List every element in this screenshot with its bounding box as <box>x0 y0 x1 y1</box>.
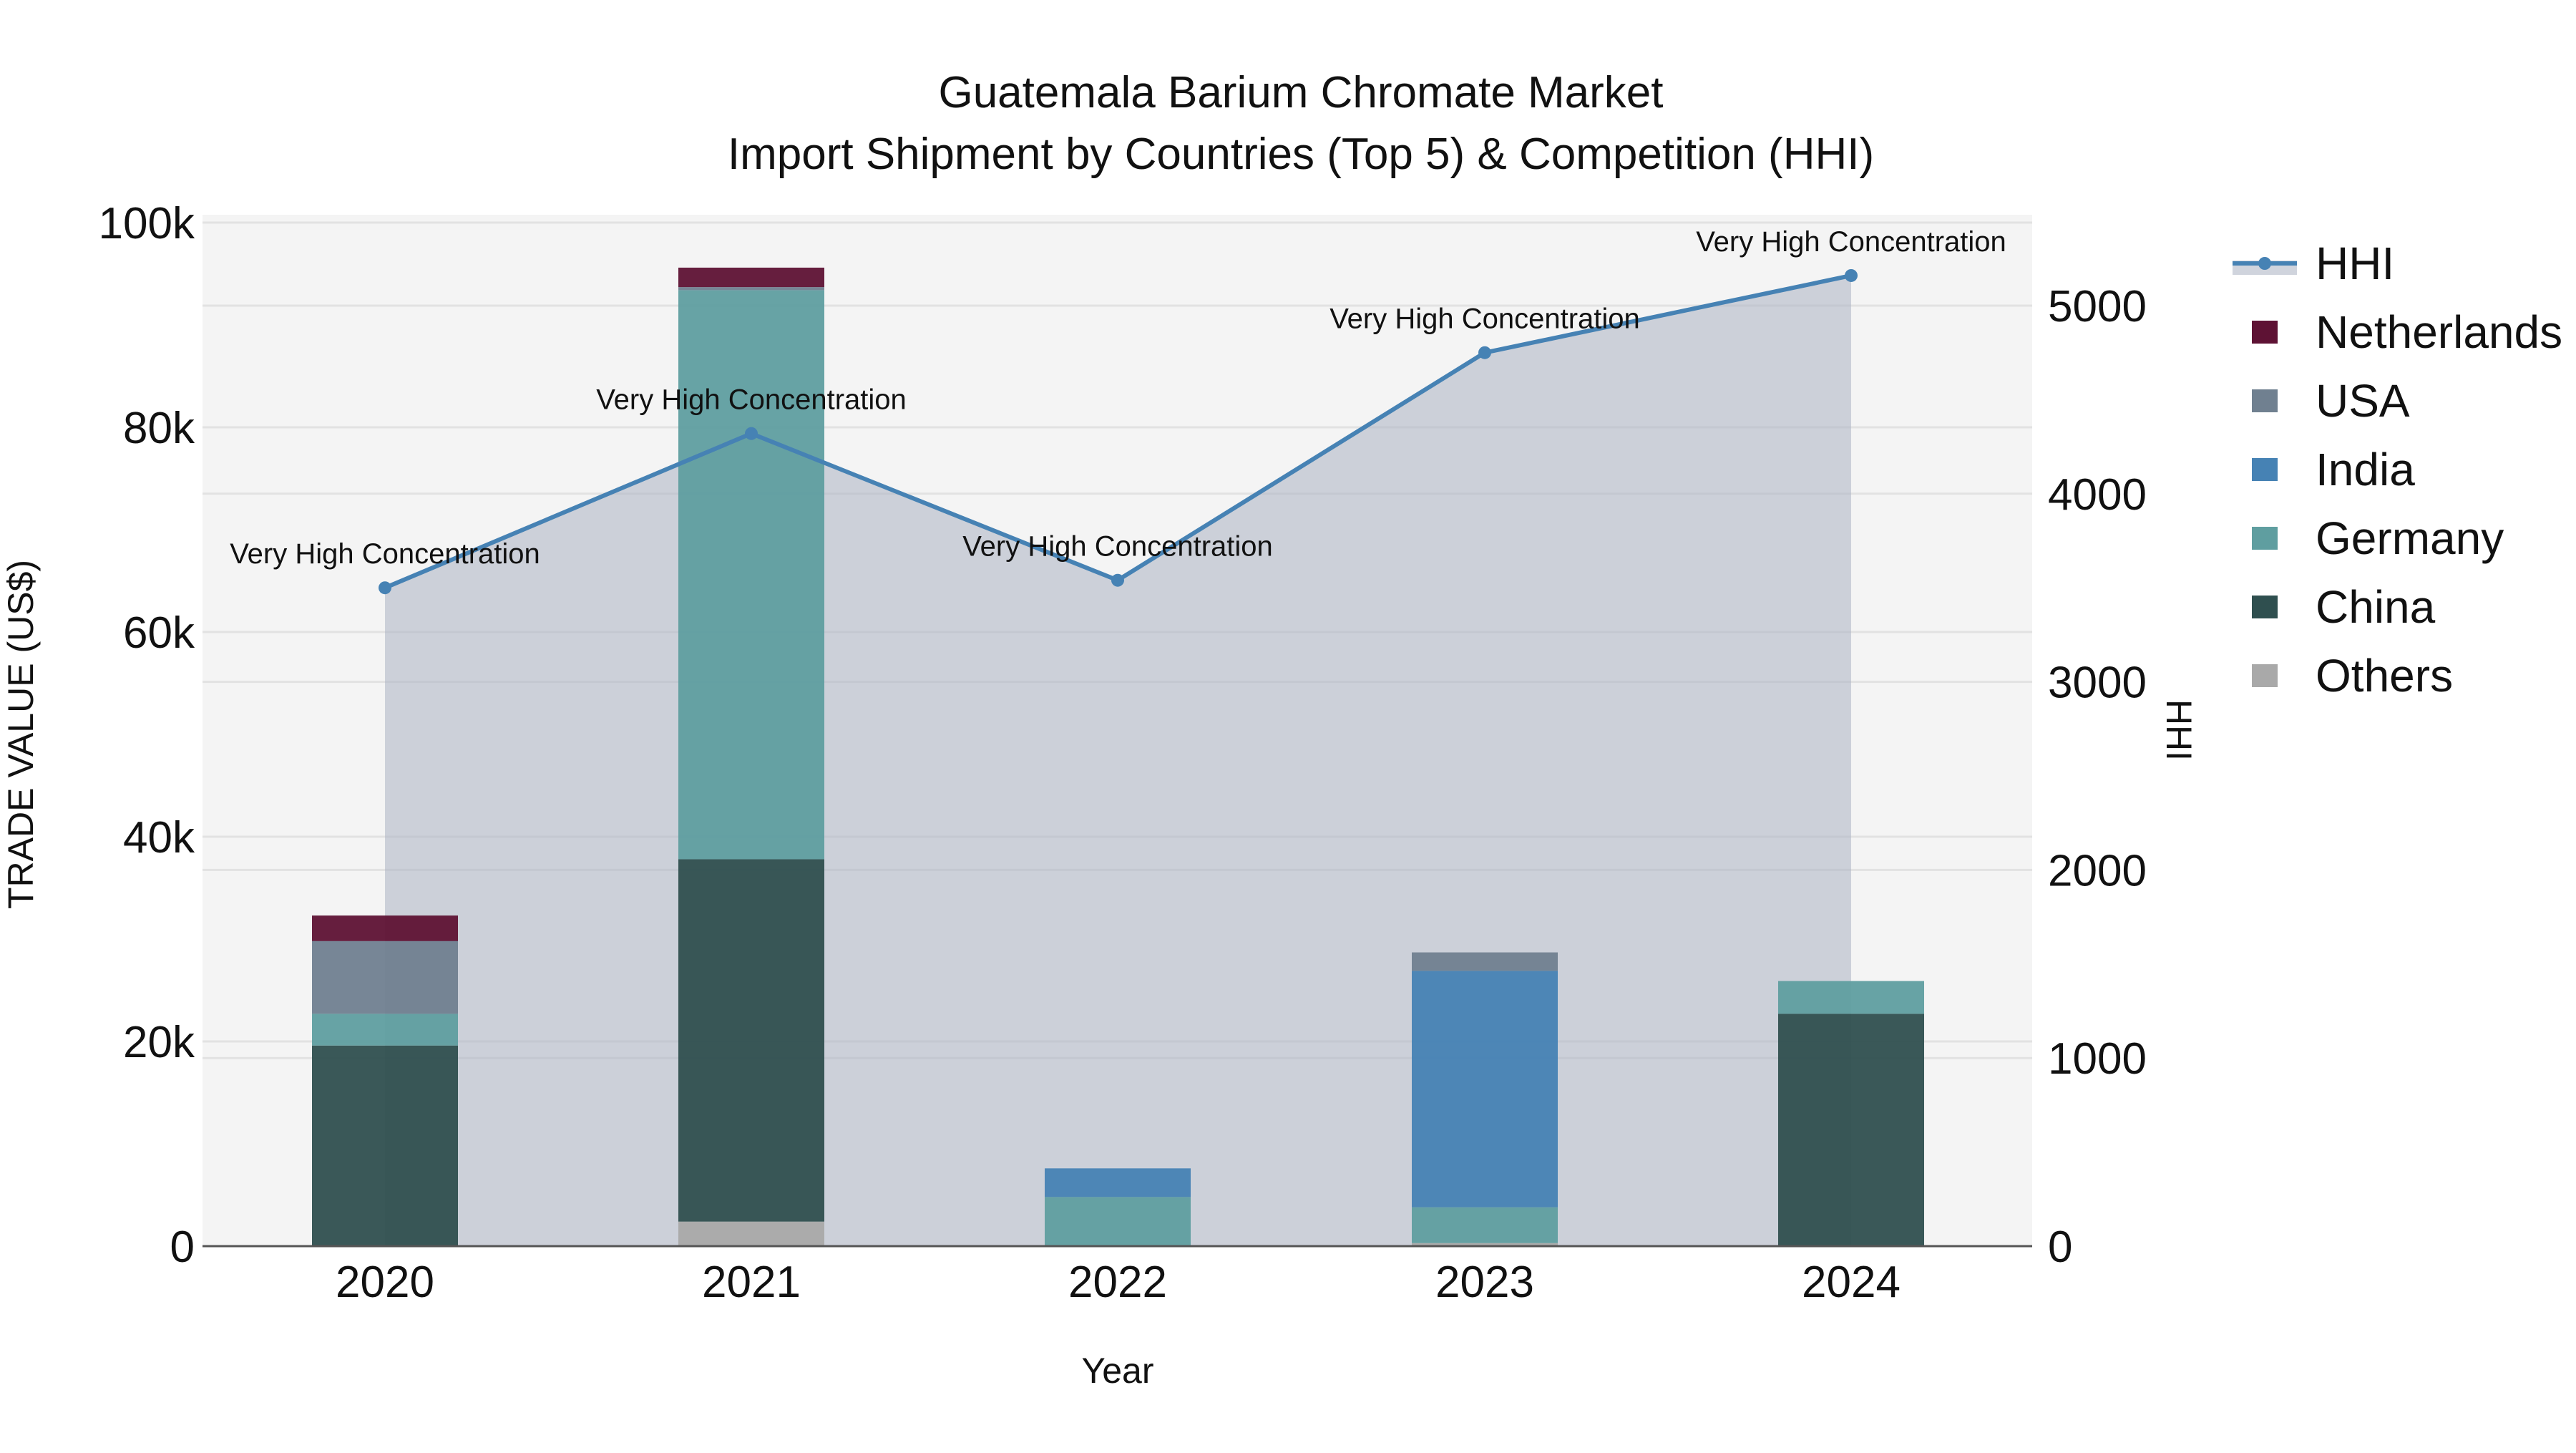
x-axis-title: Year <box>1081 1351 1153 1391</box>
hhi-annotation: Very High Concentration <box>962 531 1273 563</box>
hhi-line <box>379 268 1858 595</box>
bar-segment-germany[interactable] <box>312 1014 458 1046</box>
x-tick-label: 2024 <box>1802 1258 1901 1307</box>
hhi-marker[interactable] <box>379 581 391 595</box>
bar-group-2021 <box>678 267 824 1246</box>
hhi-marker[interactable] <box>1111 573 1124 587</box>
y-axis-title: TRADE VALUE (US$) <box>1 560 41 909</box>
bar-group-2023 <box>1412 952 1558 1246</box>
bar-segment-others[interactable] <box>1412 1243 1558 1246</box>
y2-tick-label: 4000 <box>2048 470 2147 520</box>
legend-label: Germany <box>2316 512 2504 564</box>
legend-item-netherlands[interactable]: Netherlands <box>2252 306 2562 358</box>
bar-group-2024 <box>1778 981 1924 1246</box>
y-tick-label: 40k <box>123 813 195 862</box>
legend-item-china[interactable]: China <box>2252 581 2436 633</box>
y-tick-label: 20k <box>123 1018 195 1067</box>
legend-label: Netherlands <box>2316 306 2562 358</box>
bar-segment-netherlands[interactable] <box>312 915 458 941</box>
x-tick-label: 2022 <box>1068 1258 1167 1307</box>
legend-item-germany[interactable]: Germany <box>2252 512 2504 564</box>
chart-title-line-2: Import Shipment by Countries (Top 5) & C… <box>728 130 1874 179</box>
hhi-annotation: Very High Concentration <box>230 538 540 570</box>
bar-segment-germany[interactable] <box>1778 981 1924 1014</box>
legend-item-usa[interactable]: USA <box>2252 375 2410 427</box>
y2-tick-label: 5000 <box>2048 282 2147 331</box>
y2-tick-label: 1000 <box>2048 1034 2147 1084</box>
legend-label: India <box>2316 444 2415 495</box>
legend-marker-icon <box>2258 257 2271 270</box>
legend-swatch-icon <box>2252 527 2278 550</box>
legend-swatch-icon <box>2252 664 2278 687</box>
y-tick-label: 100k <box>99 199 195 248</box>
y-axis-ticks: 0 20k 40k 60k 80k 100k <box>99 199 195 1272</box>
bar-group-2022 <box>1045 1168 1191 1246</box>
y2-tick-label: 0 <box>2048 1223 2072 1272</box>
legend-swatch-icon <box>2252 596 2278 618</box>
x-tick-label: 2023 <box>1435 1258 1534 1307</box>
legend-label: China <box>2316 581 2436 633</box>
legend-label: Others <box>2316 650 2453 701</box>
hhi-marker[interactable] <box>1845 268 1858 282</box>
y-tick-label: 0 <box>170 1223 195 1272</box>
hhi-annotations: Very High Concentration Very High Concent… <box>230 226 2006 570</box>
chart-title-line-1: Guatemala Barium Chromate Market <box>938 68 1663 117</box>
bar-segment-china[interactable] <box>678 859 824 1222</box>
chart-title: Guatemala Barium Chromate Market Import … <box>728 68 1874 179</box>
y-tick-label: 60k <box>123 608 195 658</box>
bar-segment-usa[interactable] <box>1412 952 1558 971</box>
bar-segment-others[interactable] <box>678 1221 824 1246</box>
bar-segment-india[interactable] <box>1045 1168 1191 1197</box>
legend: HHI Netherlands USA India Germany China Others <box>2233 238 2562 701</box>
y2-axis-ticks: 0 1000 2000 3000 4000 5000 <box>2048 282 2147 1272</box>
x-tick-label: 2020 <box>336 1258 434 1307</box>
y-tick-label: 80k <box>123 404 195 453</box>
bar-segment-china[interactable] <box>1778 1014 1924 1246</box>
x-tick-label: 2021 <box>702 1258 801 1307</box>
hhi-annotation: Very High Concentration <box>1330 303 1640 335</box>
bar-segment-india[interactable] <box>1412 971 1558 1207</box>
bar-segment-usa[interactable] <box>312 941 458 1014</box>
legend-swatch-icon <box>2252 321 2278 344</box>
legend-label: HHI <box>2316 238 2394 289</box>
x-axis-ticks: 2020 2021 2022 2023 2024 <box>336 1258 1901 1307</box>
y2-tick-label: 3000 <box>2048 659 2147 708</box>
legend-swatch-icon <box>2252 389 2278 412</box>
legend-item-others[interactable]: Others <box>2252 650 2453 701</box>
hhi-annotation: Very High Concentration <box>1696 226 2006 258</box>
legend-item-hhi[interactable]: HHI <box>2233 238 2394 289</box>
hhi-annotation: Very High Concentration <box>596 384 907 416</box>
bar-segment-netherlands[interactable] <box>678 267 824 288</box>
bar-segment-china[interactable] <box>312 1045 458 1246</box>
legend-swatch-icon <box>2252 458 2278 481</box>
hhi-marker[interactable] <box>745 427 758 440</box>
y2-axis-title: HHI <box>2159 699 2199 761</box>
bar-segment-usa[interactable] <box>678 287 824 291</box>
y2-tick-label: 2000 <box>2048 846 2147 895</box>
legend-item-india[interactable]: India <box>2252 444 2415 495</box>
bar-segment-germany[interactable] <box>1412 1207 1558 1243</box>
stacked-bars <box>312 267 1924 1246</box>
bar-segment-germany[interactable] <box>678 290 824 860</box>
hhi-marker[interactable] <box>1478 346 1491 359</box>
bar-segment-germany[interactable] <box>1045 1197 1191 1246</box>
legend-label: USA <box>2316 375 2410 427</box>
bar-group-2020 <box>312 915 458 1246</box>
